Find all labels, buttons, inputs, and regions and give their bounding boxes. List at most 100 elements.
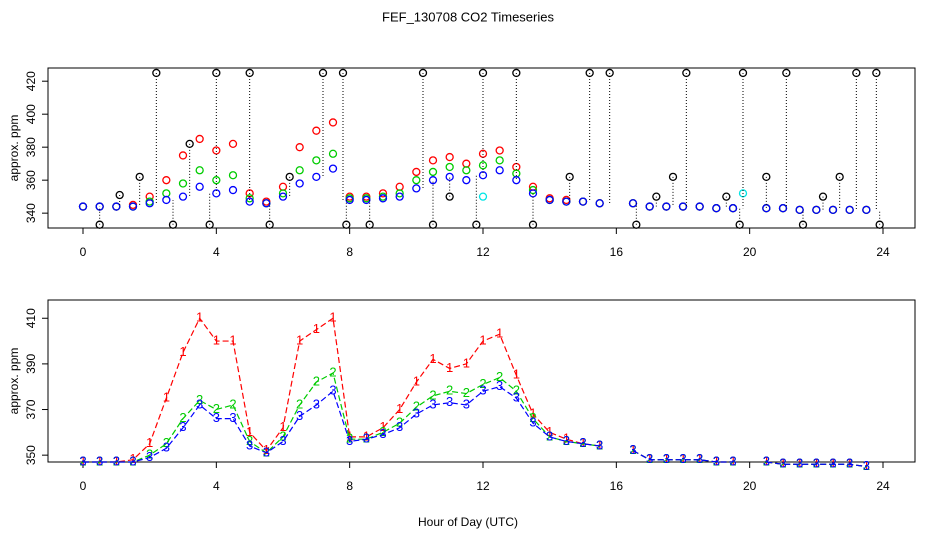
point-marker: 3 (179, 419, 186, 434)
point (395, 192, 404, 201)
point-marker: 2 (79, 453, 86, 468)
point (312, 156, 321, 165)
point-marker: 1 (213, 333, 220, 348)
point (445, 162, 454, 172)
point-marker: 1 (596, 437, 603, 452)
point (762, 172, 771, 182)
x-tick-label: 20 (743, 245, 757, 259)
point (228, 185, 238, 195)
point-marker: 2 (413, 399, 420, 414)
point-marker: 1 (379, 419, 386, 434)
point (818, 192, 828, 201)
point-marker: 1 (713, 453, 720, 468)
point (212, 189, 221, 198)
point (495, 146, 504, 155)
point (318, 68, 328, 78)
point-marker: 2 (463, 385, 470, 400)
point (662, 202, 671, 211)
point-marker: 1 (396, 401, 403, 416)
point (812, 205, 821, 215)
y-tick-label: 360 (24, 170, 38, 190)
point-marker: 2 (296, 396, 303, 411)
point-marker: 1 (346, 428, 353, 443)
point (628, 199, 638, 208)
point (545, 195, 554, 205)
point (512, 68, 521, 78)
point (428, 220, 438, 229)
point-marker: 3 (696, 451, 703, 466)
x-tick-label: 8 (346, 245, 353, 259)
point-marker: 1 (629, 442, 636, 457)
y-tick-label: 410 (24, 308, 38, 328)
point-marker: 2 (163, 435, 170, 450)
point (328, 164, 338, 173)
point-marker: 2 (829, 456, 836, 471)
point-marker: 3 (346, 433, 353, 448)
point (162, 195, 171, 205)
point (678, 202, 688, 211)
point-marker: 2 (646, 451, 653, 466)
x-tick-label: 0 (80, 245, 87, 259)
x-tick-label: 4 (213, 245, 220, 259)
point (778, 204, 788, 213)
point (178, 192, 188, 201)
point (95, 202, 104, 211)
point-marker: 1 (663, 451, 670, 466)
x-tick-label: 16 (610, 245, 624, 259)
point (378, 194, 388, 203)
point-marker: 1 (279, 419, 286, 434)
point-marker: 3 (629, 442, 636, 457)
point-marker: 1 (146, 435, 153, 450)
point-marker: 3 (213, 410, 220, 425)
point-marker: 3 (263, 444, 270, 459)
point-marker: 3 (846, 456, 853, 471)
point-marker: 2 (579, 435, 586, 450)
point-marker: 1 (429, 351, 436, 366)
point-marker: 3 (496, 378, 503, 393)
point-marker: 3 (863, 458, 870, 473)
point (445, 152, 454, 162)
point-marker: 1 (246, 424, 253, 439)
point (445, 172, 454, 182)
point-marker: 3 (679, 451, 686, 466)
point (478, 171, 488, 180)
point (205, 220, 214, 229)
point-marker: 1 (646, 451, 653, 466)
point-marker: 1 (79, 453, 86, 468)
point-marker: 1 (563, 431, 570, 446)
point (145, 199, 154, 208)
point (245, 68, 254, 78)
point (278, 189, 288, 198)
series-line (83, 372, 867, 468)
point-marker: 3 (829, 456, 836, 471)
point (782, 68, 791, 78)
point (632, 220, 641, 229)
point-marker: 1 (829, 456, 836, 471)
point (295, 179, 304, 188)
point (328, 149, 338, 158)
point-marker: 3 (479, 383, 486, 398)
point-marker: 3 (779, 456, 786, 471)
point-marker: 1 (729, 453, 736, 468)
point (412, 184, 421, 193)
point-marker: 1 (263, 442, 270, 457)
point-marker: 3 (713, 453, 720, 468)
point-marker: 2 (663, 451, 670, 466)
point-marker: 1 (579, 435, 586, 450)
point-marker: 3 (579, 435, 586, 450)
point-marker: 3 (729, 453, 736, 468)
x-tick-label: 24 (876, 245, 890, 259)
point-marker: 1 (513, 367, 520, 382)
point-marker: 2 (763, 453, 770, 468)
point-marker: 2 (229, 396, 236, 411)
y-axis-label: approx. ppm (7, 115, 21, 182)
point-marker: 3 (363, 431, 370, 446)
point-marker: 1 (96, 453, 103, 468)
series-line (83, 386, 867, 468)
point (585, 68, 594, 78)
point-marker: 3 (413, 406, 420, 421)
point (342, 220, 351, 229)
x-tick-label: 16 (610, 479, 624, 493)
plot-frame (47, 67, 916, 229)
point (212, 68, 221, 78)
